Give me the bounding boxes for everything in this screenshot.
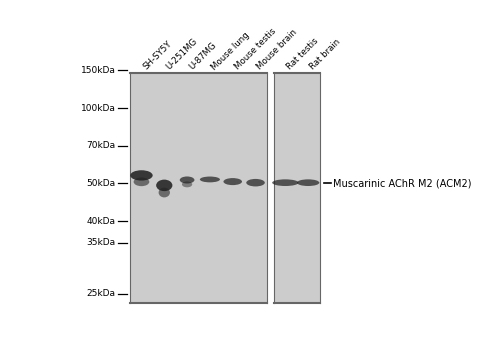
Text: Mouse lung: Mouse lung bbox=[210, 30, 251, 72]
FancyBboxPatch shape bbox=[130, 73, 267, 303]
Text: U-87MG: U-87MG bbox=[187, 41, 218, 72]
Ellipse shape bbox=[134, 177, 149, 186]
FancyBboxPatch shape bbox=[274, 73, 319, 303]
Ellipse shape bbox=[159, 188, 170, 197]
Ellipse shape bbox=[200, 176, 220, 182]
Text: 150kDa: 150kDa bbox=[81, 66, 116, 75]
Text: 25kDa: 25kDa bbox=[87, 289, 116, 299]
Ellipse shape bbox=[182, 181, 192, 187]
Ellipse shape bbox=[247, 179, 265, 187]
Ellipse shape bbox=[180, 176, 195, 183]
Text: Rat testis: Rat testis bbox=[285, 36, 320, 72]
Text: Mouse testis: Mouse testis bbox=[233, 27, 277, 72]
Ellipse shape bbox=[272, 179, 298, 186]
Text: Rat brain: Rat brain bbox=[308, 37, 342, 72]
Text: 70kDa: 70kDa bbox=[87, 141, 116, 150]
Ellipse shape bbox=[224, 178, 242, 185]
Text: U-251MG: U-251MG bbox=[164, 37, 199, 72]
Text: SH-SY5Y: SH-SY5Y bbox=[141, 40, 174, 72]
Text: 40kDa: 40kDa bbox=[87, 217, 116, 226]
Ellipse shape bbox=[130, 170, 153, 181]
Text: 100kDa: 100kDa bbox=[81, 104, 116, 113]
Text: Muscarinic AChR M2 (ACM2): Muscarinic AChR M2 (ACM2) bbox=[333, 178, 472, 189]
Ellipse shape bbox=[156, 180, 172, 191]
Text: 50kDa: 50kDa bbox=[87, 179, 116, 188]
Text: 35kDa: 35kDa bbox=[87, 238, 116, 247]
Ellipse shape bbox=[297, 179, 319, 186]
Text: Mouse brain: Mouse brain bbox=[255, 28, 299, 72]
